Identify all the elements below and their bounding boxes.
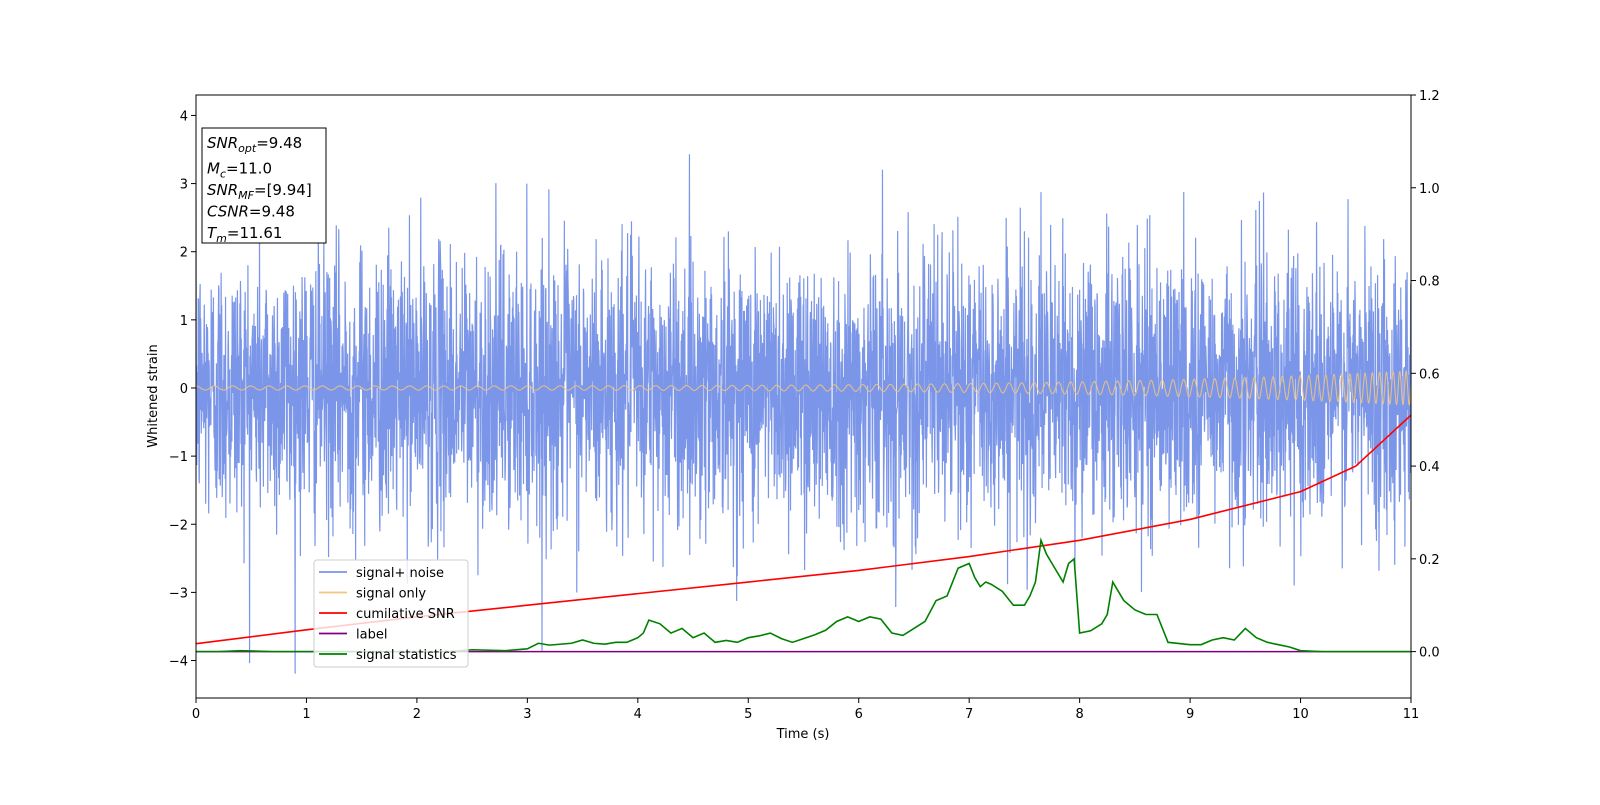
info-value: =11.61 bbox=[227, 224, 283, 242]
y-left-tick-label: 1 bbox=[180, 314, 188, 329]
series-signal-only bbox=[196, 369, 1411, 406]
info-line: Mc=11.0 bbox=[207, 160, 272, 181]
info-line: SNRMF=[9.94] bbox=[207, 181, 312, 202]
info-line: CSNR=9.48 bbox=[207, 203, 295, 221]
legend-frame bbox=[313, 559, 469, 668]
x-tick-label: 11 bbox=[1403, 707, 1420, 722]
legend-entry-label: signal statistics bbox=[356, 648, 457, 663]
x-tick-label: 7 bbox=[965, 707, 973, 722]
y-right-tick-label: 0.2 bbox=[1419, 553, 1440, 568]
y-right-tick-label: 0.0 bbox=[1419, 646, 1440, 661]
info-box: SNRopt=9.48Mc=11.0SNRMF=[9.94]CSNR=9.48T… bbox=[201, 127, 327, 245]
legend-entry-label: cumilative SNR bbox=[356, 607, 455, 622]
info-value: =11.0 bbox=[226, 160, 272, 178]
info-line: Tm=11.61 bbox=[207, 224, 282, 245]
info-var: SNR bbox=[207, 134, 238, 152]
x-tick-label: 6 bbox=[855, 707, 863, 722]
y-left-tick-label: 3 bbox=[180, 178, 188, 193]
info-var: M bbox=[207, 160, 220, 178]
x-tick-label: 10 bbox=[1292, 707, 1309, 722]
x-tick-label: 8 bbox=[1075, 707, 1083, 722]
info-value: =9.48 bbox=[256, 134, 302, 152]
legend-entry-label: signal only bbox=[356, 587, 426, 602]
x-tick-label: 2 bbox=[413, 707, 421, 722]
y-right-tick-label: 1.2 bbox=[1419, 89, 1440, 104]
x-axis-label: Time (s) bbox=[776, 727, 830, 742]
y-left-tick-label: −3 bbox=[169, 586, 188, 601]
y-left-axis-ticks: 4 3 2 1 0 −1 −2 −3 −4 bbox=[169, 109, 196, 670]
y-left-tick-label: −2 bbox=[169, 518, 188, 533]
info-value: =9.48 bbox=[249, 203, 295, 221]
legend-entry-label: label bbox=[356, 628, 387, 643]
y-left-tick-label: 2 bbox=[180, 246, 188, 261]
x-tick-label: 1 bbox=[302, 707, 310, 722]
info-sub: opt bbox=[238, 142, 257, 155]
y-left-tick-label: 0 bbox=[180, 382, 188, 397]
y-right-axis-ticks: 1.2 1.0 0.8 0.6 0.4 0.2 0.0 bbox=[1411, 89, 1440, 661]
y-right-tick-label: 0.8 bbox=[1419, 275, 1440, 290]
info-var: SNR bbox=[207, 181, 238, 199]
info-var: CSNR bbox=[207, 203, 249, 221]
x-tick-label: 3 bbox=[523, 707, 531, 722]
info-sub: c bbox=[220, 168, 226, 181]
info-sub: MF bbox=[238, 189, 254, 202]
series-line-signal-only bbox=[196, 369, 1411, 406]
info-var: T bbox=[207, 224, 218, 242]
y-left-tick-label: −4 bbox=[169, 655, 188, 670]
x-tick-label: 5 bbox=[744, 707, 752, 722]
info-value: =[9.94] bbox=[254, 181, 312, 199]
series-line-signal-statistics bbox=[196, 537, 1411, 653]
info-box-frame bbox=[201, 127, 327, 244]
x-tick-label: 4 bbox=[634, 707, 642, 722]
x-tick-label: 9 bbox=[1186, 707, 1194, 722]
y-right-tick-label: 1.0 bbox=[1419, 182, 1440, 197]
y-left-tick-label: −1 bbox=[169, 450, 188, 465]
y-left-tick-label: 4 bbox=[180, 109, 188, 124]
y-axis-label: Whitened strain bbox=[146, 344, 161, 447]
info-line: SNRopt=9.48 bbox=[207, 134, 302, 155]
x-axis-ticks: 0 1 2 3 4 5 6 7 8 9 10 11 bbox=[192, 698, 1419, 722]
legend: signal+ noise signal only cumilative SNR la… bbox=[313, 559, 469, 668]
info-sub: m bbox=[216, 232, 227, 245]
x-tick-label: 0 bbox=[192, 707, 200, 722]
y-right-tick-label: 0.4 bbox=[1419, 460, 1440, 475]
legend-entry-label: signal+ noise bbox=[356, 566, 444, 581]
y-right-tick-label: 0.6 bbox=[1419, 367, 1440, 382]
plot-frame bbox=[195, 94, 1412, 699]
